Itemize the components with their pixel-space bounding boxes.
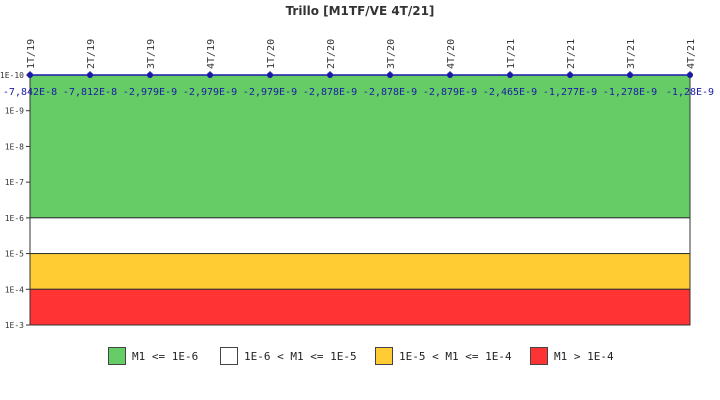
data-label: -7,812E-8 (63, 87, 117, 98)
data-label: -2,878E-9 (363, 87, 417, 98)
x-tick-label: 4T/19 (206, 39, 217, 69)
x-tick-label: 4T/20 (446, 39, 457, 69)
legend-swatch (220, 347, 238, 365)
data-point (327, 72, 333, 78)
legend-swatch (375, 347, 393, 365)
risk-bands (29, 74, 691, 326)
y-tick-label: 1E-9 (5, 107, 24, 116)
y-tick-label: 1E-5 (5, 250, 24, 259)
data-point (627, 72, 633, 78)
legend: M1 <= 1E-6 1E-6 < M1 <= 1E-5 1E-5 < M1 <= … (0, 345, 720, 367)
legend-label: 1E-6 < M1 <= 1E-5 (244, 349, 357, 363)
data-series (27, 72, 693, 78)
data-point (207, 72, 213, 78)
data-label: -1,277E-9 (543, 87, 597, 98)
data-label: -7,842E-8 (3, 87, 57, 98)
data-point (687, 72, 693, 78)
data-label: -2,465E-9 (483, 87, 537, 98)
data-point (27, 72, 33, 78)
x-tick-label: 3T/21 (626, 39, 637, 69)
legend-item: 1E-6 < M1 <= 1E-5 (220, 345, 357, 367)
band-0 (29, 74, 691, 219)
data-point (267, 72, 273, 78)
data-label: -2,879E-9 (423, 87, 477, 98)
y-tick-label: 1E-3 (5, 321, 24, 330)
legend-swatch (530, 347, 548, 365)
data-point (87, 72, 93, 78)
x-tick-label: 2T/20 (326, 39, 337, 69)
data-label: -1,278E-9 (603, 87, 657, 98)
x-tick-label: 3T/19 (146, 39, 157, 69)
legend-label: 1E-5 < M1 <= 1E-4 (399, 349, 512, 363)
data-label: -1,28E-9 (666, 87, 714, 98)
y-axis: 1E-10 1E-9 1E-8 1E-7 1E-6 1E-5 1E-4 1E-3 (0, 71, 30, 330)
x-axis: 1T/19 2T/19 3T/19 4T/19 1T/20 2T/20 3T/20 4T/20… (26, 39, 697, 75)
x-tick-label: 1T/19 (26, 39, 37, 69)
data-point (147, 72, 153, 78)
x-tick-label: 1T/20 (266, 39, 277, 69)
data-label: -2,979E-9 (123, 87, 177, 98)
data-point (567, 72, 573, 78)
legend-swatch (108, 347, 126, 365)
x-tick-label: 2T/21 (566, 39, 577, 69)
band-3 (29, 288, 691, 326)
data-point (387, 72, 393, 78)
legend-item: M1 > 1E-4 (530, 345, 614, 367)
x-tick-label: 4T/21 (686, 39, 697, 69)
y-tick-label: 1E-4 (5, 285, 24, 294)
data-point (507, 72, 513, 78)
legend-item: M1 <= 1E-6 (108, 345, 198, 367)
data-label: -2,979E-9 (183, 87, 237, 98)
band-1 (29, 217, 691, 255)
y-tick-label: 1E-10 (0, 71, 24, 80)
data-labels: -7,842E-8 -7,812E-8 -2,979E-9 -2,979E-9 -2,9… (3, 87, 714, 98)
chart-title: Trillo [M1TF/VE 4T/21] (286, 4, 435, 18)
data-label: -2,878E-9 (303, 87, 357, 98)
legend-label: M1 > 1E-4 (554, 349, 614, 363)
data-point (447, 72, 453, 78)
y-tick-label: 1E-6 (5, 214, 24, 223)
x-tick-label: 1T/21 (506, 39, 517, 69)
x-tick-label: 2T/19 (86, 39, 97, 69)
y-tick-label: 1E-8 (5, 142, 24, 151)
data-label: -2,979E-9 (243, 87, 297, 98)
legend-item: 1E-5 < M1 <= 1E-4 (375, 345, 512, 367)
band-2 (29, 253, 691, 290)
x-tick-label: 3T/20 (386, 39, 397, 69)
y-tick-label: 1E-7 (5, 178, 24, 187)
legend-label: M1 <= 1E-6 (132, 349, 199, 363)
